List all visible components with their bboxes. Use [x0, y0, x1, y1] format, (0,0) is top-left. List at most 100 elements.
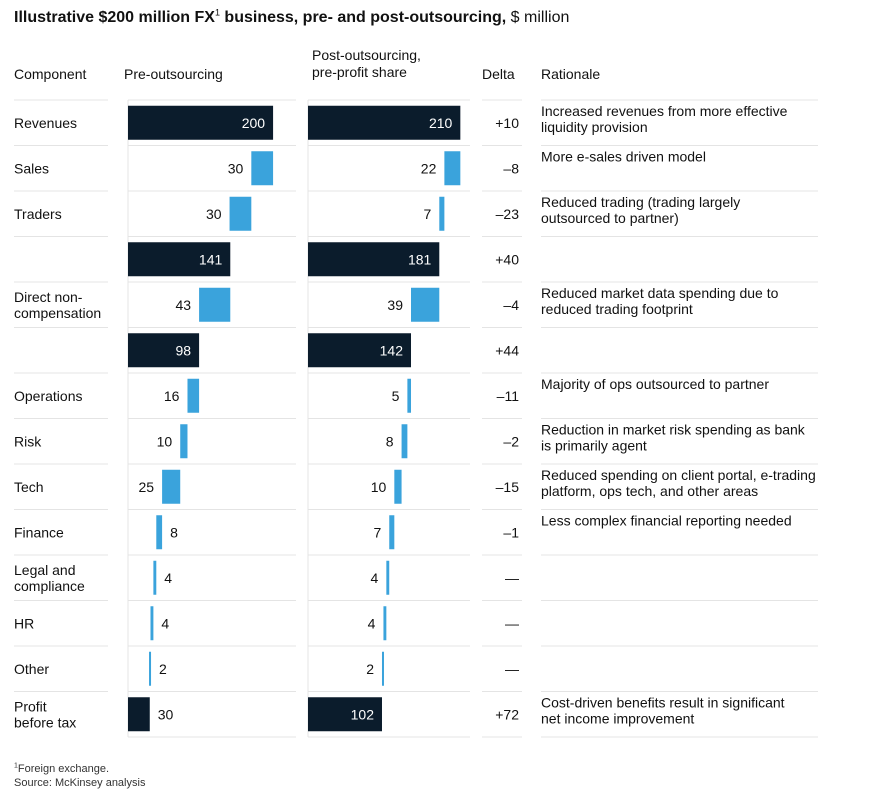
delta-value-10: —	[505, 570, 519, 586]
delta-value-8: –15	[496, 479, 520, 495]
post-value-label-7: 8	[386, 433, 394, 449]
category-label-4: Direct non-	[14, 289, 83, 305]
pre-value-label-2: 30	[206, 206, 222, 222]
rationale-text-7: Reduction in market risk spending as ban…	[541, 422, 806, 438]
category-label-0: Revenues	[14, 115, 77, 131]
header-component: Component	[14, 66, 87, 82]
category-label-13: Profit	[14, 698, 47, 714]
rationale-text-9: Less complex financial reporting needed	[541, 513, 792, 529]
title-bold: Illustrative $200 million FX	[14, 9, 215, 26]
category-label-8: Tech	[14, 479, 44, 495]
post-value-label-13: 102	[351, 706, 375, 722]
rationale-text-0: liquidity provision	[541, 119, 648, 135]
category-label-12: Other	[14, 661, 49, 677]
pre-value-label-6: 16	[164, 388, 180, 404]
post-value-label-2: 7	[424, 206, 432, 222]
pre-value-label-4: 43	[176, 297, 192, 313]
footnote-text: Foreign exchange.	[17, 763, 110, 775]
post-bar-3	[308, 242, 440, 277]
pre-value-label-1: 30	[228, 160, 244, 176]
pre-bar-3	[128, 242, 231, 277]
pre-value-label-13: 30	[158, 706, 174, 722]
delta-value-9: –1	[503, 524, 519, 540]
category-label-4: compensation	[14, 305, 101, 321]
pre-value-label-5: 98	[176, 342, 192, 358]
pre-bar-9	[156, 515, 163, 550]
pre-bar-13	[128, 697, 150, 732]
pre-bar-0	[128, 105, 274, 140]
post-value-label-9: 7	[373, 524, 381, 540]
rationale-text-4: reduced trading footprint	[541, 301, 693, 317]
pre-bar-10	[153, 560, 157, 595]
delta-value-12: —	[505, 661, 519, 677]
post-bar-8	[394, 469, 402, 504]
post-bar-10	[386, 560, 390, 595]
delta-value-3: +40	[495, 251, 519, 267]
pre-value-label-9: 8	[170, 524, 178, 540]
delta-value-7: –2	[503, 433, 519, 449]
pre-bar-12	[149, 651, 152, 686]
category-label-13: before tax	[14, 714, 76, 730]
post-value-label-4: 39	[387, 297, 403, 313]
pre-value-label-10: 4	[164, 570, 172, 586]
title-footnote-mark: 1	[214, 7, 220, 18]
delta-value-1: –8	[503, 160, 519, 176]
post-value-label-5: 142	[380, 342, 404, 358]
delta-value-2: –23	[496, 206, 520, 222]
delta-value-11: —	[505, 615, 519, 631]
source-text: Source: McKinsey analysis	[14, 777, 146, 789]
category-label-10: compliance	[14, 578, 85, 594]
post-bar-13	[308, 697, 382, 732]
chart-title: Illustrative $200 million FX1 business, …	[14, 7, 570, 27]
pre-value-label-12: 2	[159, 661, 167, 677]
pre-bar-6	[187, 378, 200, 413]
pre-bar-5	[128, 333, 200, 368]
post-value-label-0: 210	[429, 115, 453, 131]
pre-bar-11	[150, 606, 154, 641]
pre-bar-2	[229, 196, 252, 231]
category-label-10: Legal and	[14, 562, 76, 578]
header-pre-outsourcing: Pre-outsourcing	[124, 66, 223, 82]
post-value-label-12: 2	[366, 661, 374, 677]
pre-value-label-7: 10	[157, 433, 173, 449]
post-value-label-3: 181	[408, 251, 432, 267]
title-bold-rest: business, pre- and post-outsourcing,	[219, 9, 507, 26]
delta-value-0: +10	[495, 115, 519, 131]
delta-value-6: –11	[497, 388, 520, 404]
pre-bar-4	[199, 287, 231, 322]
header-rationale: Rationale	[541, 66, 601, 82]
pre-bar-7	[180, 424, 188, 459]
rationale-text-6: Majority of ops outsourced to partner	[541, 376, 769, 392]
category-label-11: HR	[14, 615, 34, 631]
header-delta: Delta	[482, 66, 515, 82]
post-bar-2	[439, 196, 445, 231]
category-label-6: Operations	[14, 388, 82, 404]
post-bar-6	[407, 378, 412, 413]
post-value-label-10: 4	[371, 570, 379, 586]
post-value-label-8: 10	[371, 479, 387, 495]
post-bar-12	[381, 651, 384, 686]
rationale-text-1: More e-sales driven model	[541, 149, 706, 165]
header-post-outsourcing: Post-outsourcing, pre-profit share	[312, 47, 421, 81]
post-value-label-11: 4	[368, 615, 376, 631]
title-unit: $ million	[506, 9, 570, 26]
category-label-1: Sales	[14, 160, 49, 176]
post-bar-9	[389, 515, 395, 550]
rationale-text-8: platform, ops tech, and other areas	[541, 483, 758, 499]
delta-value-5: +44	[495, 342, 519, 358]
delta-value-4: –4	[503, 297, 519, 313]
post-bar-5	[308, 333, 412, 368]
pre-bar-8	[162, 469, 181, 504]
rationale-text-13: Cost-driven benefits result in significa…	[541, 695, 785, 711]
delta-value-13: +72	[495, 706, 519, 722]
header-post-line2: pre-profit share	[312, 64, 407, 80]
post-value-label-6: 5	[392, 388, 400, 404]
pre-value-label-3: 141	[199, 251, 223, 267]
pre-value-label-11: 4	[161, 615, 169, 631]
post-bar-4	[411, 287, 440, 322]
rationale-text-2: Reduced trading (trading largely	[541, 194, 740, 210]
pre-value-label-8: 25	[139, 479, 155, 495]
header-post-line1: Post-outsourcing,	[312, 47, 421, 63]
post-value-label-1: 22	[421, 160, 437, 176]
